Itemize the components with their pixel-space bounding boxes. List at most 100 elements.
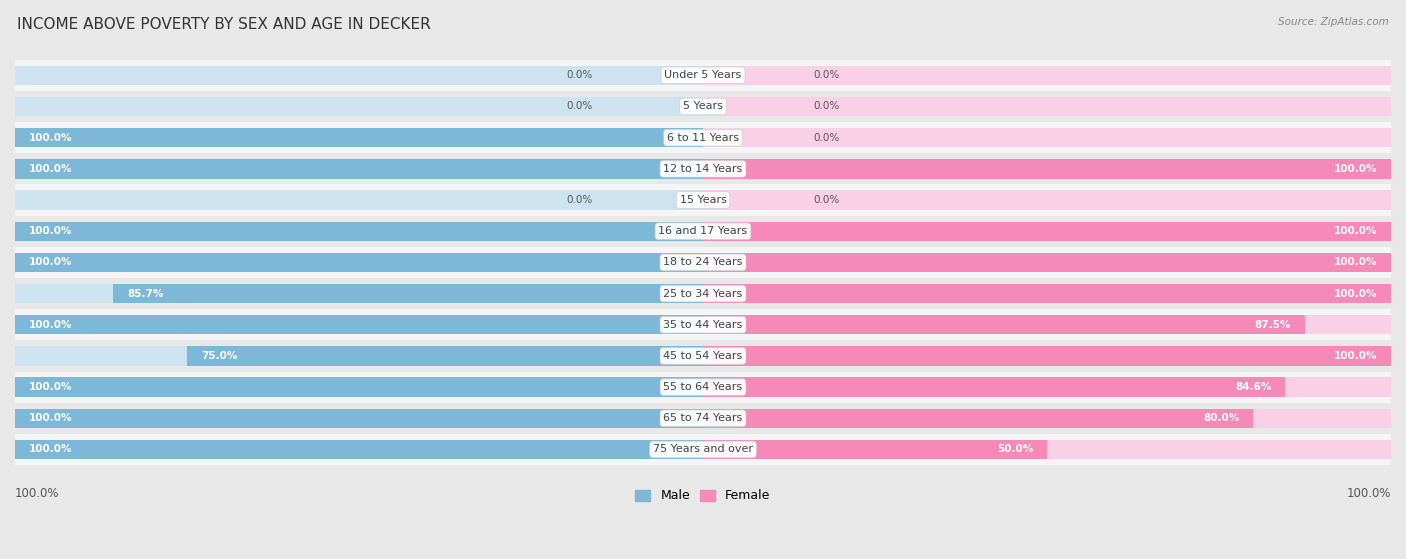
Text: 100.0%: 100.0% <box>28 226 72 236</box>
Bar <box>8 184 1398 216</box>
Bar <box>703 221 1391 241</box>
Bar <box>15 409 703 428</box>
Text: 0.0%: 0.0% <box>813 70 839 80</box>
Text: 12 to 14 Years: 12 to 14 Years <box>664 164 742 174</box>
Bar <box>703 284 1391 303</box>
Bar <box>703 315 1391 334</box>
Bar <box>703 440 1391 459</box>
Text: 0.0%: 0.0% <box>567 102 593 111</box>
Text: 100.0%: 100.0% <box>28 413 72 423</box>
Bar <box>703 377 1285 397</box>
Bar <box>8 153 1398 184</box>
Bar <box>15 315 703 334</box>
Bar <box>703 221 1391 241</box>
Bar <box>703 409 1391 428</box>
Bar <box>703 159 1391 178</box>
Text: 100.0%: 100.0% <box>28 132 72 143</box>
Bar <box>15 128 703 148</box>
Bar <box>15 65 703 85</box>
Bar <box>703 253 1391 272</box>
Text: 100.0%: 100.0% <box>15 487 59 500</box>
Bar <box>15 377 703 397</box>
Text: 100.0%: 100.0% <box>1347 487 1391 500</box>
Bar <box>703 97 1391 116</box>
Text: 0.0%: 0.0% <box>813 102 839 111</box>
Bar <box>15 159 703 178</box>
Bar <box>703 65 1391 85</box>
Bar <box>8 402 1398 434</box>
Text: Under 5 Years: Under 5 Years <box>665 70 741 80</box>
Text: Source: ZipAtlas.com: Source: ZipAtlas.com <box>1278 17 1389 27</box>
Bar <box>703 346 1391 366</box>
Bar <box>15 315 703 334</box>
Bar <box>15 346 703 366</box>
Text: 16 and 17 Years: 16 and 17 Years <box>658 226 748 236</box>
Text: 25 to 34 Years: 25 to 34 Years <box>664 288 742 299</box>
Text: 85.7%: 85.7% <box>127 288 163 299</box>
Bar <box>703 440 1047 459</box>
Text: 0.0%: 0.0% <box>567 70 593 80</box>
Bar <box>8 122 1398 153</box>
Text: 55 to 64 Years: 55 to 64 Years <box>664 382 742 392</box>
Bar <box>187 346 703 366</box>
Text: 65 to 74 Years: 65 to 74 Years <box>664 413 742 423</box>
Text: 84.6%: 84.6% <box>1234 382 1271 392</box>
Bar <box>8 434 1398 465</box>
Text: 100.0%: 100.0% <box>28 164 72 174</box>
Bar <box>15 440 703 459</box>
Bar <box>703 346 1391 366</box>
Bar <box>15 377 703 397</box>
Bar <box>15 221 703 241</box>
Bar <box>15 440 703 459</box>
Bar <box>703 253 1391 272</box>
Bar <box>703 409 1253 428</box>
Bar <box>8 91 1398 122</box>
Text: 100.0%: 100.0% <box>28 320 72 330</box>
Text: 100.0%: 100.0% <box>1334 351 1378 361</box>
Bar <box>15 253 703 272</box>
Text: 45 to 54 Years: 45 to 54 Years <box>664 351 742 361</box>
Text: 80.0%: 80.0% <box>1204 413 1240 423</box>
Text: 100.0%: 100.0% <box>28 444 72 454</box>
Bar <box>8 278 1398 309</box>
Text: 100.0%: 100.0% <box>1334 164 1378 174</box>
Text: 0.0%: 0.0% <box>813 132 839 143</box>
Text: 35 to 44 Years: 35 to 44 Years <box>664 320 742 330</box>
Bar <box>703 159 1391 178</box>
Bar <box>8 309 1398 340</box>
Bar <box>15 159 703 178</box>
Text: 0.0%: 0.0% <box>813 195 839 205</box>
Text: 5 Years: 5 Years <box>683 102 723 111</box>
Bar <box>703 191 1391 210</box>
Bar <box>15 409 703 428</box>
Bar <box>703 315 1305 334</box>
Bar <box>15 128 703 148</box>
Text: 100.0%: 100.0% <box>1334 226 1378 236</box>
Bar <box>703 377 1391 397</box>
Text: 6 to 11 Years: 6 to 11 Years <box>666 132 740 143</box>
Bar <box>15 284 703 303</box>
Bar <box>15 221 703 241</box>
Bar <box>703 128 1391 148</box>
Text: 100.0%: 100.0% <box>1334 288 1378 299</box>
Text: 18 to 24 Years: 18 to 24 Years <box>664 257 742 267</box>
Bar <box>15 97 703 116</box>
Bar <box>15 253 703 272</box>
Text: INCOME ABOVE POVERTY BY SEX AND AGE IN DECKER: INCOME ABOVE POVERTY BY SEX AND AGE IN D… <box>17 17 430 32</box>
Text: 100.0%: 100.0% <box>28 257 72 267</box>
Bar <box>114 284 703 303</box>
Text: 100.0%: 100.0% <box>28 382 72 392</box>
Bar <box>8 372 1398 402</box>
Text: 50.0%: 50.0% <box>997 444 1033 454</box>
Text: 87.5%: 87.5% <box>1256 320 1291 330</box>
Bar <box>15 191 703 210</box>
Legend: Male, Female: Male, Female <box>630 485 776 508</box>
Bar <box>8 60 1398 91</box>
Bar <box>8 247 1398 278</box>
Bar <box>8 340 1398 372</box>
Text: 0.0%: 0.0% <box>567 195 593 205</box>
Text: 100.0%: 100.0% <box>1334 257 1378 267</box>
Text: 75 Years and over: 75 Years and over <box>652 444 754 454</box>
Text: 15 Years: 15 Years <box>679 195 727 205</box>
Bar <box>8 216 1398 247</box>
